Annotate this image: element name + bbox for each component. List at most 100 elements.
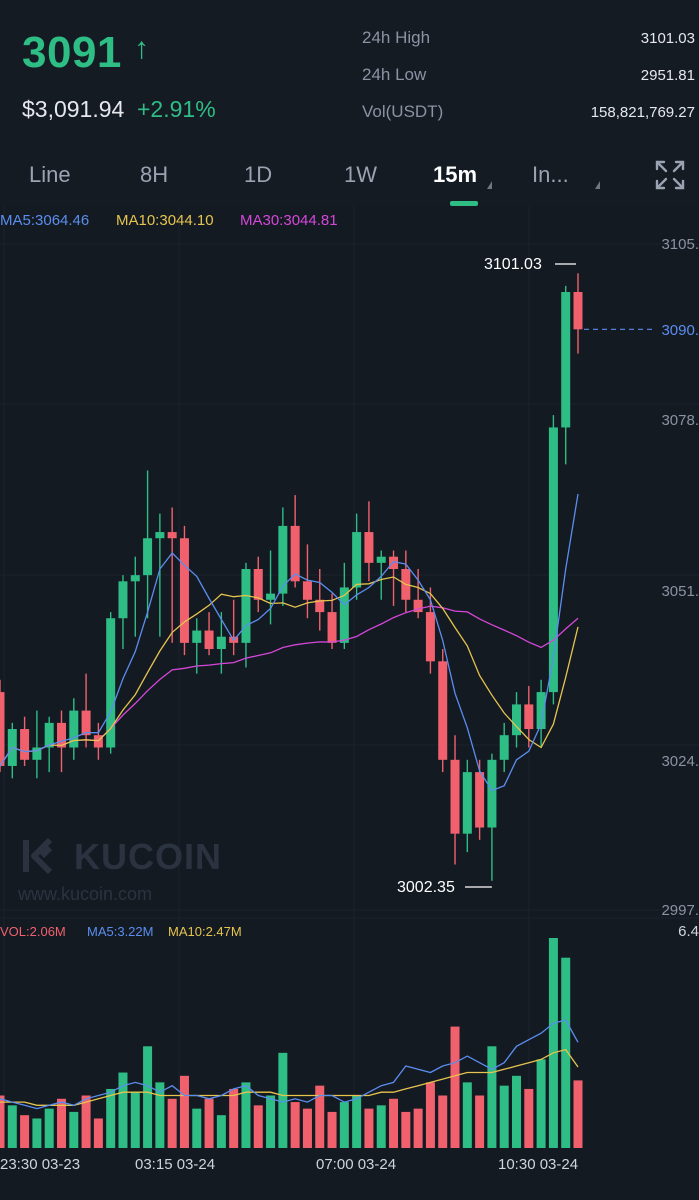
volume-bar [179,1075,189,1148]
volume-bar [278,1052,288,1148]
volume-bar [44,1108,54,1148]
candle-body [253,568,263,600]
tab-1d[interactable]: 1D [244,162,273,187]
candle-body [69,710,79,748]
tab-1w[interactable]: 1W [344,162,377,187]
tab-line[interactable]: Line [29,162,71,187]
candle-body [56,722,66,748]
price-usd: $3,091.94 [22,96,125,122]
price-axis-label: 3051. [661,583,699,600]
active-tab-indicator [450,201,478,206]
candle-body [376,556,386,563]
volume-bar [512,1075,522,1148]
volume-bar [389,1098,399,1148]
time-axis-label: 10:30 03-24 [498,1156,579,1173]
ma5-line [0,493,579,792]
volume-bar [425,1082,435,1148]
volume-bar [130,1092,140,1148]
volume-bar [315,1085,325,1148]
volume-bar [573,1080,583,1148]
last-price: 3091 [22,28,122,77]
volume-bar [241,1082,251,1148]
candle-body [266,593,276,600]
volume-bar [253,1105,263,1148]
watermark-brand: KUCOIN [74,836,222,877]
chart-area[interactable] [0,206,699,1200]
vol-axis-label: 6.4 [678,923,699,940]
candle-body [192,630,202,643]
time-axis-label: 07:00 03-24 [316,1156,397,1173]
candle-body [179,538,189,643]
candle-body [20,729,30,760]
tab-15m[interactable]: 15m [433,162,478,187]
candle-body [32,747,42,760]
volume-bar [352,1095,362,1148]
volume-bar [376,1105,386,1148]
high-annotation: 3101.03 [484,256,542,273]
price-axis-label: 3078. [661,412,699,429]
stat-label-24h-high: 24h High [362,28,431,47]
candle-body [561,292,571,428]
volume-bar [106,1088,116,1148]
volume-bar [487,1046,497,1148]
volume-bar [69,1111,79,1148]
candle-body [130,575,140,582]
candle-body [327,612,337,643]
candle-body [44,722,54,748]
volume-bar [0,1095,5,1148]
interval-tabs: Line 8H 1D 1W 15m In... [0,150,699,206]
candle-body [241,568,251,643]
candle-body [462,772,472,834]
volume-bar [499,1085,509,1148]
stat-value-volume: 158,821,769.27 [590,104,695,121]
volume-bar [548,938,558,1148]
volume-bar [339,1102,349,1148]
candle-body [302,581,312,600]
candle-body [438,661,448,760]
candle-body [278,525,288,594]
candle-body [81,710,91,736]
kucoin-logo-icon [23,837,53,875]
volume-bar [216,1115,226,1148]
price-axis-label: 2997. [661,902,699,919]
volume-bar [20,1115,30,1148]
volume-bar [524,1088,534,1148]
candle-body [487,759,497,828]
volume-bar [118,1072,128,1148]
candle-body [155,532,165,539]
candle-body [0,692,5,766]
candle-body [167,532,177,539]
candle-body [216,636,226,650]
candle-body [204,630,214,650]
vol-ma5-line [0,1019,579,1110]
volume-bar [302,1108,312,1148]
stat-value-24h-low: 2951.81 [640,67,695,84]
candle-body [499,735,509,760]
volume-bar [462,1082,472,1148]
tab-indicators[interactable]: In... [532,162,569,187]
candle-body [352,532,362,588]
price-axis-label: 3105. [661,236,699,253]
candlestick-chart[interactable] [0,206,699,1200]
time-axis-label: 03:15 03-24 [135,1156,216,1173]
ma10-line [0,576,579,767]
ticker-header: 3091 ↑ $3,091.94 +2.91% 24h High 3101.03… [0,0,699,150]
fullscreen-icon[interactable] [654,159,686,191]
price-axis-label: 3024. [661,753,699,770]
volume-bar [413,1108,423,1148]
volume-bar [327,1111,337,1148]
volume-bar [155,1082,165,1148]
candle-body [106,618,116,748]
ma30-legend: MA30:3044.81 [240,212,338,229]
volume-bar [93,1118,103,1148]
stat-value-24h-high: 3101.03 [640,30,695,47]
vol-legend: VOL:2.06M [0,924,66,939]
vol-ma10-legend: MA10:2.47M [168,924,242,939]
low-annotation: 3002.35 [397,879,455,896]
vol-ma10-line [0,1048,579,1106]
candle-body [475,772,485,828]
candle-body [118,581,128,619]
volume-bar [536,1059,546,1148]
volume-bar [56,1098,66,1148]
tab-8h[interactable]: 8H [140,162,169,187]
